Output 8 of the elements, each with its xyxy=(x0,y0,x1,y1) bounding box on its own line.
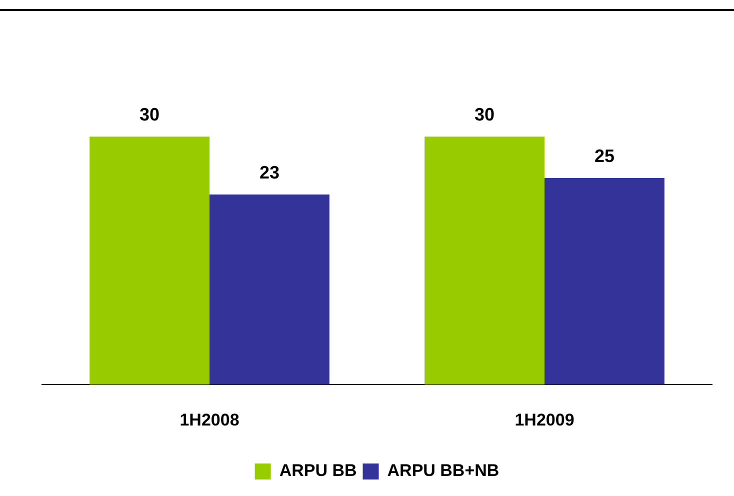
legend-label: ARPU BB xyxy=(279,461,357,480)
legend-label: ARPU BB+NB xyxy=(387,461,500,480)
data-label: 25 xyxy=(594,146,614,166)
data-label: 30 xyxy=(474,104,495,125)
x-tick-label: 1H2008 xyxy=(180,410,240,430)
data-label: 30 xyxy=(140,104,160,125)
x-tick-label: 1H2009 xyxy=(514,410,574,430)
data-label: 23 xyxy=(259,162,280,182)
